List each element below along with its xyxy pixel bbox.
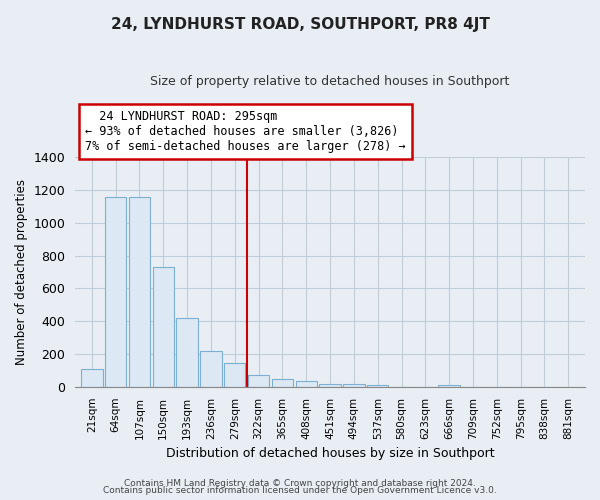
X-axis label: Distribution of detached houses by size in Southport: Distribution of detached houses by size …: [166, 447, 494, 460]
Bar: [105, 198, 127, 387]
Text: 24 LYNDHURST ROAD: 295sqm  
← 93% of detached houses are smaller (3,826)
7% of s: 24 LYNDHURST ROAD: 295sqm ← 93% of detac…: [85, 110, 406, 152]
Bar: [367, 385, 388, 387]
Bar: [200, 350, 221, 387]
Bar: [272, 378, 293, 387]
Title: Size of property relative to detached houses in Southport: Size of property relative to detached ho…: [151, 75, 510, 88]
Text: Contains HM Land Registry data © Crown copyright and database right 2024.: Contains HM Land Registry data © Crown c…: [124, 478, 476, 488]
Bar: [343, 384, 365, 387]
Bar: [248, 374, 269, 387]
Bar: [176, 318, 198, 387]
Bar: [129, 198, 150, 387]
Bar: [296, 381, 317, 387]
Bar: [439, 385, 460, 387]
Text: Contains public sector information licensed under the Open Government Licence v3: Contains public sector information licen…: [103, 486, 497, 495]
Bar: [319, 384, 341, 387]
Bar: [152, 267, 174, 387]
Bar: [224, 363, 245, 387]
Bar: [81, 369, 103, 387]
Text: 24, LYNDHURST ROAD, SOUTHPORT, PR8 4JT: 24, LYNDHURST ROAD, SOUTHPORT, PR8 4JT: [110, 18, 490, 32]
Y-axis label: Number of detached properties: Number of detached properties: [15, 179, 28, 365]
